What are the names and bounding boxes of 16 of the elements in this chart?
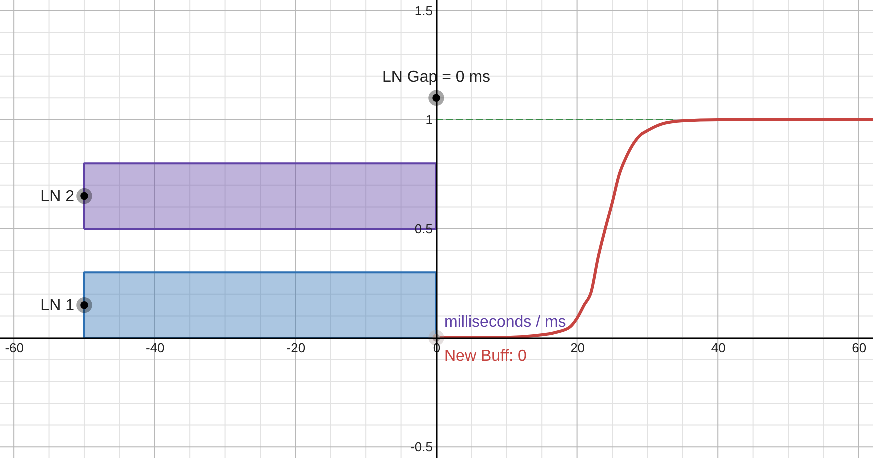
x-tick-label: -40 (146, 340, 165, 356)
y-tick-label: -0.5 (410, 440, 433, 455)
point (76, 297, 92, 314)
annotation: LN 1 (40, 297, 75, 314)
x-tick-label: 20 (570, 340, 586, 356)
annotation: LN 2 (40, 188, 75, 206)
annotation: milliseconds / ms (444, 314, 566, 332)
point (428, 90, 444, 106)
y-tick-label: 1.5 (414, 3, 433, 18)
y-tick-label: 1 (426, 112, 433, 128)
x-tick-label: 40 (711, 340, 726, 356)
point (76, 188, 92, 204)
x-tick-label: -20 (286, 340, 306, 356)
x-tick-label: -60 (5, 340, 24, 356)
x-tick-label: 60 (852, 340, 867, 356)
annotation: New Buff: 0 (444, 348, 528, 366)
